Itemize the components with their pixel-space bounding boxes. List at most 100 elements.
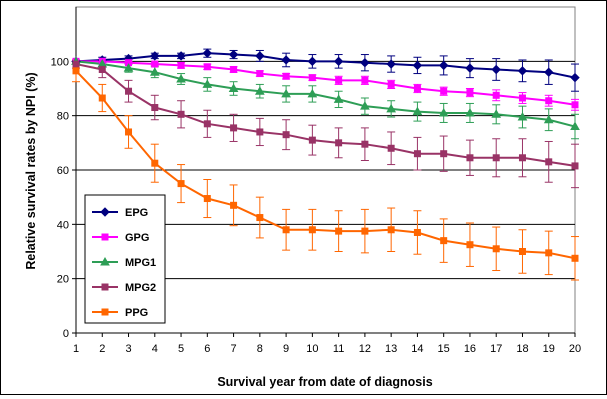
series-markers (71, 48, 580, 262)
mpg2-point (203, 120, 211, 128)
x-tick-label: 18 (516, 343, 528, 355)
ppg-point (571, 254, 579, 262)
ppg-point (230, 201, 238, 209)
ppg-point (256, 214, 264, 222)
mpg2-point (440, 150, 448, 158)
x-axis: 1 2 3 4 5 6 7 8 9 10 11 12 13 14 15 16 17 18 19 20 (73, 332, 581, 355)
mpg1-point (543, 114, 554, 124)
legend-marker-ppg (101, 308, 109, 316)
ppg-point (151, 159, 159, 167)
x-tick-label: 5 (178, 343, 184, 355)
epg-point (517, 66, 528, 76)
x-tick-label: 14 (411, 343, 423, 355)
mpg2-point (361, 140, 369, 148)
x-tick-label: 11 (333, 343, 344, 355)
x-tick-label: 3 (125, 343, 131, 355)
mpg2-point (151, 104, 159, 112)
gpg-point (203, 63, 211, 71)
ppg-series-line (75, 70, 576, 260)
y-tick-label: 60 (57, 165, 69, 177)
legend-label-mpg2: MPG2 (125, 282, 156, 294)
ppg-point (125, 128, 133, 136)
y-tick-label: 80 (57, 111, 69, 123)
gpg-point (151, 60, 159, 68)
y-tick-label: 0 (63, 328, 69, 340)
mpg2-series-line (75, 63, 576, 167)
x-tick-label: 6 (204, 343, 210, 355)
legend-label-ppg: PPG (125, 307, 148, 319)
gpg-point (571, 101, 579, 109)
mpg2-point (98, 65, 106, 73)
mpg1-point (386, 103, 397, 113)
x-tick-label: 17 (490, 343, 502, 355)
gpg-point (361, 76, 369, 84)
epg-point (307, 56, 318, 67)
mpg2-point (571, 162, 579, 170)
x-tick-label: 16 (464, 343, 476, 355)
ppg-point (282, 226, 290, 234)
x-tick-label: 9 (283, 343, 289, 355)
y-tick-label: 20 (57, 274, 69, 286)
legend-marker-gpg (101, 233, 109, 241)
mpg1-point (281, 88, 291, 98)
mpg1-point (149, 67, 160, 76)
gpg-point (308, 74, 316, 82)
epg-point (465, 63, 475, 73)
mpg2-point (256, 128, 264, 136)
ppg-point (98, 94, 106, 102)
ppg-point (545, 249, 553, 257)
ppg-point (413, 228, 421, 236)
gpg-point (387, 80, 395, 88)
legend-label-epg: EPG (125, 207, 148, 219)
epg-point (228, 49, 239, 60)
epg-point (255, 51, 265, 61)
epg-point (570, 72, 580, 83)
mpg2-point (230, 124, 238, 132)
legend-marker-mpg2 (101, 283, 109, 291)
y-axis-title: Relative survival rates by NPI (%) (24, 72, 38, 269)
epg-point (360, 57, 370, 68)
x-tick-label: 7 (231, 343, 237, 355)
ppg-point (308, 226, 316, 234)
x-tick-label: 15 (438, 343, 450, 355)
epg-point (438, 60, 449, 71)
y-axis: 0 20 40 60 80 100 (51, 7, 77, 340)
gpg-point (177, 61, 185, 69)
x-tick-label: 20 (569, 343, 581, 355)
mpg1-point (360, 101, 370, 110)
x-tick-label: 13 (385, 343, 397, 355)
mpg2-point (125, 87, 133, 95)
gpg-point (492, 91, 500, 99)
mpg2-point (335, 139, 343, 147)
y-tick-label: 40 (57, 219, 69, 231)
ppg-point (335, 227, 343, 235)
epg-point (333, 56, 344, 67)
epg-point (150, 51, 160, 61)
mpg2-point (518, 154, 526, 162)
gpg-point (466, 89, 474, 97)
x-tick-label: 1 (73, 343, 79, 355)
mpg1-point (333, 94, 344, 103)
gpg-series-line (76, 60, 576, 106)
ppg-point (518, 248, 526, 255)
legend-marker-mpg1 (100, 256, 110, 266)
mpg1-point (176, 73, 186, 83)
epg-point (412, 60, 423, 71)
mpg1-point (307, 88, 318, 98)
mpg1-point (228, 83, 239, 92)
x-axis-title: Survival year from date of diagnosis (217, 375, 432, 389)
ppg-point (440, 237, 448, 245)
epg-point (544, 67, 554, 77)
ppg-point (203, 195, 211, 203)
gpg-point (335, 76, 343, 84)
legend: EPG GPG MPG1 MPG2 PPG (84, 194, 166, 324)
mpg2-point (177, 110, 185, 118)
mpg1-point (438, 107, 449, 117)
mpg1-point (517, 112, 528, 121)
ppg-point (492, 245, 500, 253)
ppg-point (361, 227, 369, 235)
ppg-point (466, 241, 474, 249)
gpg-point (413, 85, 421, 92)
mpg2-point (492, 154, 500, 162)
